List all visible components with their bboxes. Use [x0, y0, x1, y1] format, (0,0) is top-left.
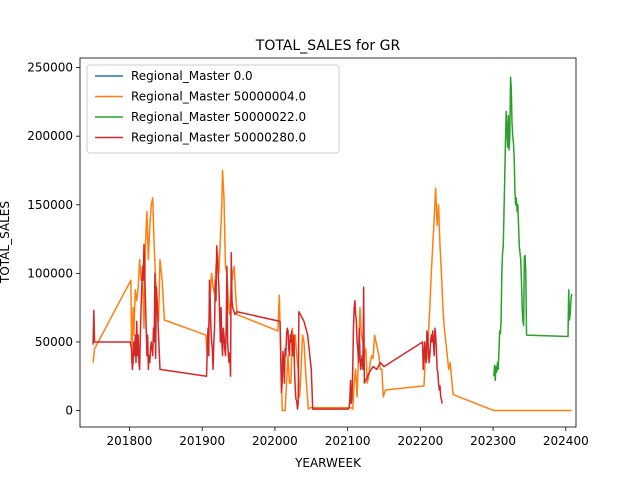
y-tick-label: 100000: [27, 266, 73, 280]
x-axis: 201800 201900 202000 202100 202200 202300 2024…: [107, 427, 589, 448]
y-tick-label: 0: [65, 404, 73, 418]
y-tick-label: 150000: [27, 198, 73, 212]
x-tick-label: 202100: [325, 434, 371, 448]
series-layer: [92, 76, 573, 412]
chart-title: TOTAL_SALES for GR: [255, 38, 401, 54]
y-tick-label: 200000: [27, 129, 73, 143]
y-tick-label: 50000: [35, 335, 73, 349]
x-tick-label: 201900: [179, 434, 225, 448]
legend-label-1: Regional_Master 50000004.0: [131, 90, 306, 104]
plot-frame: [79, 57, 577, 428]
y-tick-label: 250000: [27, 61, 73, 75]
x-tick-label: 202000: [252, 434, 298, 448]
x-tick-label: 202400: [543, 434, 589, 448]
legend-box: [86, 64, 340, 154]
y-axis-label: TOTAL_SALES: [0, 201, 12, 284]
x-tick-label: 202300: [470, 434, 516, 448]
series-line-2: [493, 76, 573, 382]
legend-label-0: Regional_Master 0.0: [131, 69, 253, 83]
series-line-3: [92, 243, 443, 410]
legend-label-3: Regional_Master 50000280.0: [131, 131, 306, 145]
x-axis-label: YEARWEEK: [294, 456, 362, 470]
x-tick-label: 201800: [107, 434, 153, 448]
x-tick-label: 202200: [397, 434, 443, 448]
y-axis: 0 50000 100000 150000 200000 250000: [27, 61, 80, 418]
legend: Regional_Master 0.0 Regional_Master 50000…: [86, 64, 340, 154]
legend-label-2: Regional_Master 50000022.0: [131, 110, 306, 124]
